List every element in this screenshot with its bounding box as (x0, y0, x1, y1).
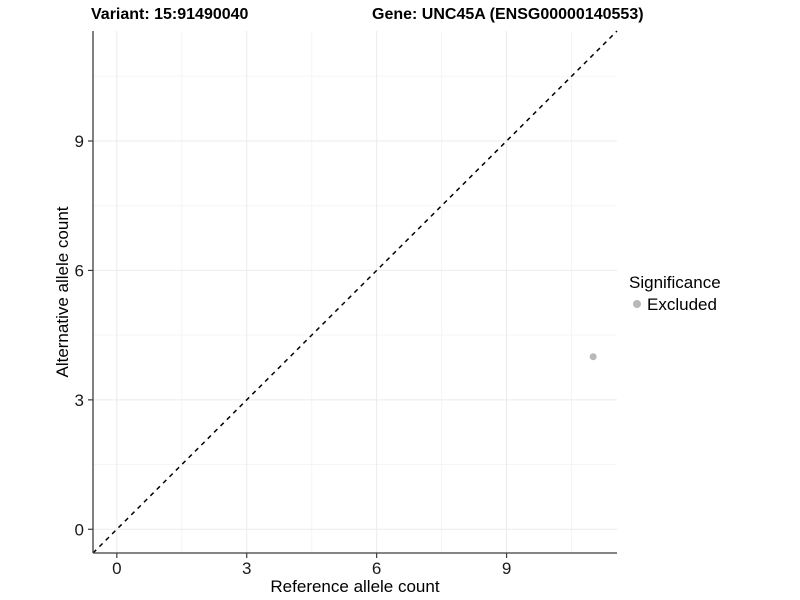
legend-item-excluded: Excluded (629, 295, 721, 315)
y-tick-label: 0 (75, 520, 84, 539)
legend-item-label: Excluded (647, 294, 717, 314)
x-tick-label: 9 (502, 559, 511, 578)
x-axis-title: Reference allele count (270, 577, 440, 596)
x-tick-label: 6 (372, 559, 381, 578)
legend: Significance Excluded (629, 273, 721, 314)
legend-title: Significance (629, 273, 721, 292)
x-tick-label: 0 (112, 559, 121, 578)
y-tick-label: 3 (75, 391, 84, 410)
x-tick-label: 3 (242, 559, 251, 578)
excluded-point-icon (633, 300, 641, 309)
identity-reference-line (92, 30, 618, 554)
plot-title-variant: Variant: 15:91490040 (91, 6, 249, 23)
plot-title-gene: Gene: UNC45A (ENSG00000140553) (372, 6, 644, 23)
y-tick-label: 6 (75, 261, 84, 280)
y-axis-title: Alternative allele count (53, 206, 72, 378)
y-tick-label: 9 (75, 132, 84, 151)
data-point (589, 353, 597, 361)
